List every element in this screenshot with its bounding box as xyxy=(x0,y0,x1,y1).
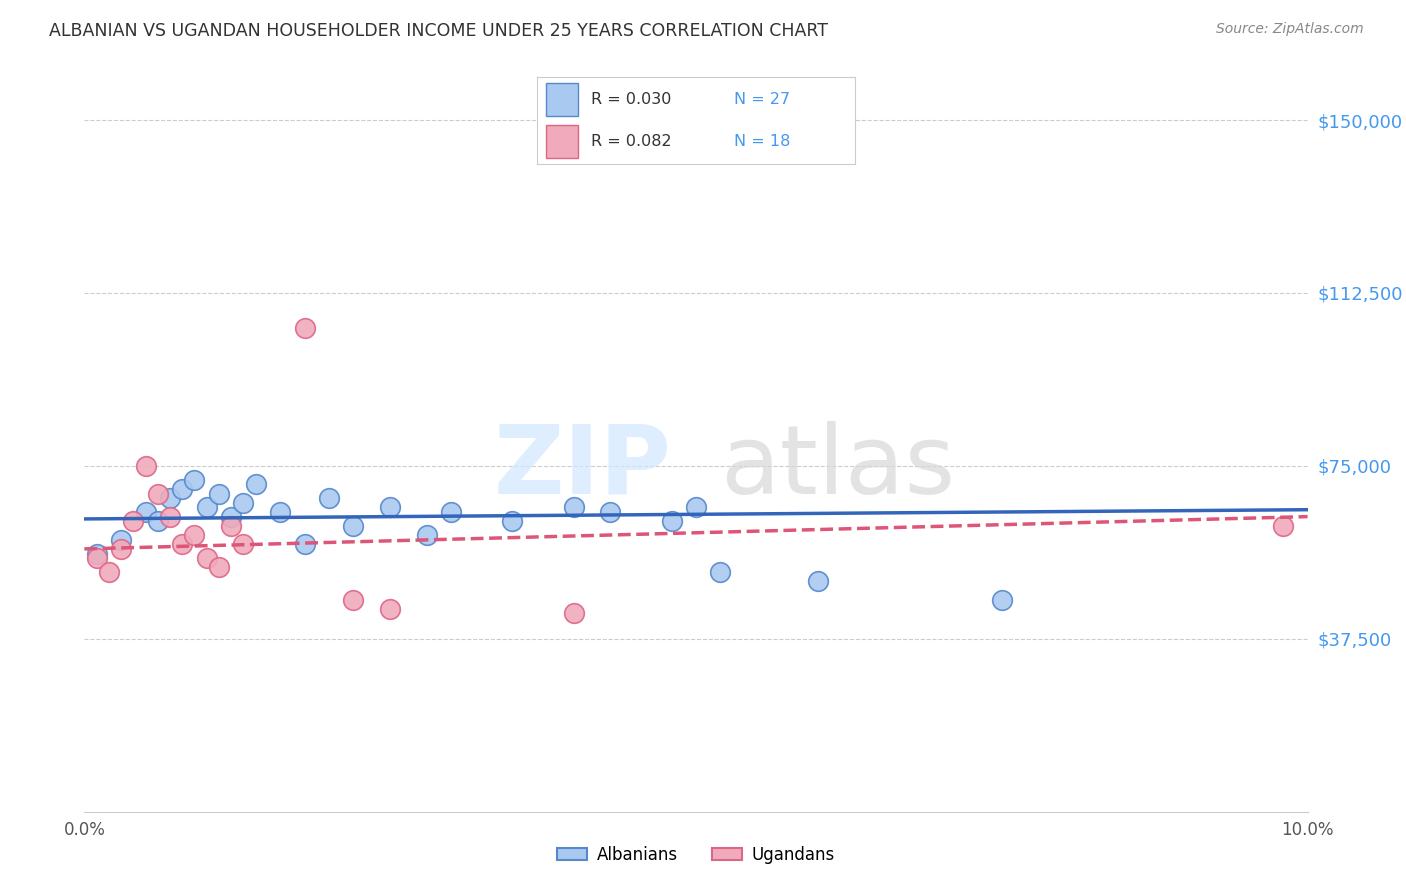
Point xyxy=(1272,519,1295,533)
Point xyxy=(661,514,683,528)
Point xyxy=(208,486,231,500)
Point xyxy=(807,574,830,589)
Point xyxy=(269,505,291,519)
Legend: Albanians, Ugandans: Albanians, Ugandans xyxy=(551,839,841,871)
Point xyxy=(135,458,157,473)
Point xyxy=(122,514,145,528)
Point xyxy=(219,509,242,524)
Point xyxy=(172,482,194,496)
Point xyxy=(440,505,463,519)
Point xyxy=(86,551,108,566)
Point xyxy=(502,514,524,528)
Point xyxy=(232,496,254,510)
Point xyxy=(709,565,731,579)
Point xyxy=(562,607,585,621)
Point xyxy=(183,473,205,487)
Point xyxy=(135,505,157,519)
Point xyxy=(110,533,132,547)
Point xyxy=(562,500,585,515)
Text: atlas: atlas xyxy=(720,420,956,514)
Point xyxy=(146,514,169,528)
Point xyxy=(195,500,218,515)
Point xyxy=(172,537,194,551)
Point xyxy=(245,477,267,491)
Point xyxy=(416,528,439,542)
Point xyxy=(318,491,340,505)
Point xyxy=(195,551,218,566)
Text: Source: ZipAtlas.com: Source: ZipAtlas.com xyxy=(1216,22,1364,37)
Point xyxy=(342,592,364,607)
Point xyxy=(159,491,181,505)
Point xyxy=(380,602,402,616)
Point xyxy=(685,500,707,515)
Text: ZIP: ZIP xyxy=(494,420,672,514)
Point xyxy=(219,519,242,533)
Point xyxy=(599,505,621,519)
Point xyxy=(232,537,254,551)
Point xyxy=(991,592,1014,607)
Text: ALBANIAN VS UGANDAN HOUSEHOLDER INCOME UNDER 25 YEARS CORRELATION CHART: ALBANIAN VS UGANDAN HOUSEHOLDER INCOME U… xyxy=(49,22,828,40)
Point xyxy=(97,565,120,579)
Point xyxy=(146,486,169,500)
Point xyxy=(342,519,364,533)
Point xyxy=(86,547,108,561)
Point xyxy=(208,560,231,574)
Point xyxy=(159,509,181,524)
Point xyxy=(294,537,316,551)
Point xyxy=(294,320,316,334)
Point xyxy=(380,500,402,515)
Point xyxy=(110,541,132,556)
Point xyxy=(183,528,205,542)
